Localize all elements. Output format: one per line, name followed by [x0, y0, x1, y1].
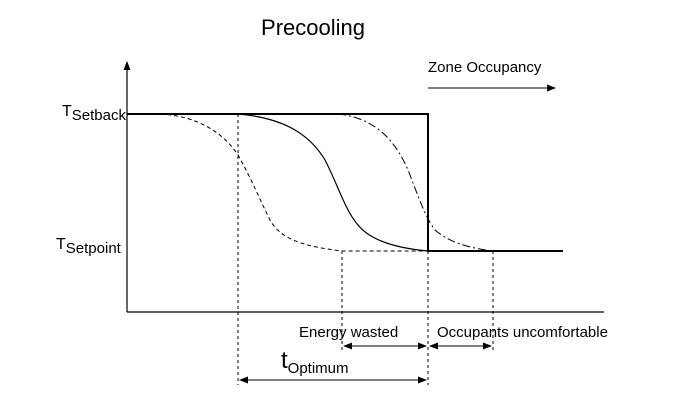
occupants-uncomfortable-label: Occupants uncomfortable: [437, 324, 608, 341]
setback-label: TSetback: [62, 103, 126, 124]
setpoint-main: T: [56, 236, 66, 253]
zone-occupancy-label: Zone Occupancy: [428, 59, 542, 76]
late-precool-curve: [337, 113, 494, 252]
schedule-step-line: [127, 113, 563, 252]
setback-main: T: [62, 103, 72, 120]
setback-sub: Setback: [72, 107, 127, 124]
setpoint-sub: Setpoint: [66, 240, 122, 257]
optimal-precool-curve: [237, 113, 429, 252]
setpoint-label: TSetpoint: [56, 236, 122, 257]
diagram-title: Precooling: [261, 15, 365, 40]
t-optimum-main: t: [281, 347, 288, 374]
early-precool-curve: [159, 113, 428, 252]
t-optimum-sub: Optimum: [288, 360, 349, 377]
energy-wasted-label: Energy wasted: [299, 324, 398, 341]
t-optimum-label: tOptimum: [281, 347, 349, 377]
